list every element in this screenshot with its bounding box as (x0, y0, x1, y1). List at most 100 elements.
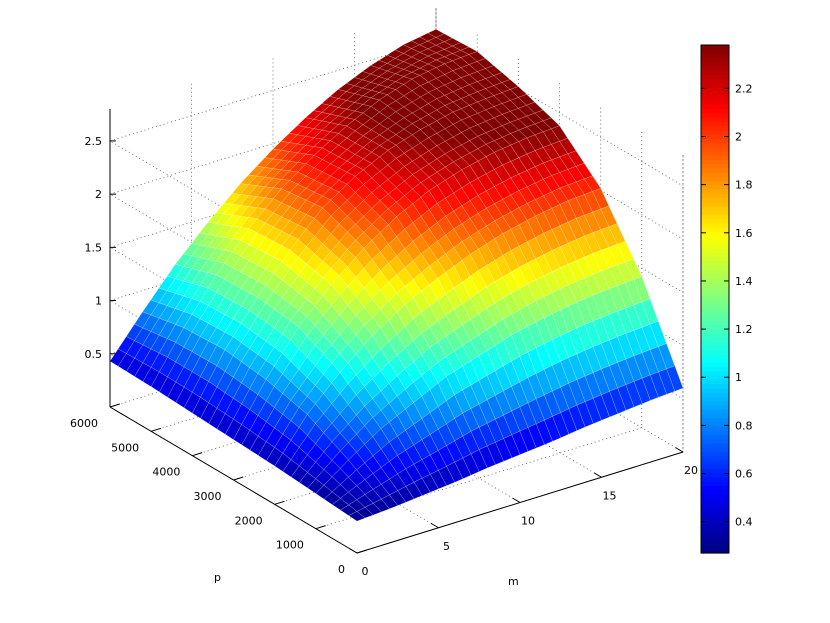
colorbar-segment (701, 299, 729, 304)
surface-patch (666, 365, 684, 392)
colorbar-segment (701, 536, 729, 541)
colorbar-segment (701, 243, 729, 249)
colorbar-tick-label: 1.8 (735, 179, 753, 192)
colorbar-segment (701, 506, 729, 512)
colorbar-segment (701, 188, 729, 194)
colorbar-tick-label: 1.4 (735, 275, 753, 288)
colorbar-segment (701, 273, 729, 279)
colorbar-tick-label: 0.6 (735, 468, 753, 481)
colorbar-segment (701, 341, 729, 347)
colorbar-segment (701, 472, 729, 478)
x-tick-label: 10 (521, 515, 535, 528)
colorbar-segment (701, 78, 729, 84)
colorbar-tick-label: 1 (735, 371, 742, 384)
colorbar-segment (701, 163, 729, 169)
colorbar-segment (701, 248, 729, 254)
colorbar-segment (701, 413, 729, 419)
colorbar-segment (701, 142, 729, 148)
colorbar-segment (701, 49, 729, 55)
y-tick-mark (233, 476, 244, 481)
colorbar-segment (701, 358, 729, 364)
colorbar-segment (701, 180, 729, 186)
colorbar-segment (701, 459, 729, 465)
grid-line (109, 39, 684, 187)
colorbar-segment (701, 294, 729, 300)
colorbar-segment (701, 231, 729, 237)
x-tick-mark (512, 497, 521, 503)
colorbar-segment (701, 502, 729, 508)
y-tick-mark (315, 525, 326, 530)
colorbar-segment (701, 514, 729, 520)
y-tick-mark (274, 500, 285, 505)
colorbar-segment (701, 417, 729, 423)
y-tick-label: 4000 (152, 466, 180, 479)
y-tick-label: 2000 (235, 514, 263, 527)
x-tick-label: 15 (603, 489, 617, 502)
colorbar-tick-label: 1.2 (735, 323, 753, 336)
colorbar-segment (701, 396, 729, 402)
y-tick-mark (151, 427, 162, 432)
colorbar-tick-label: 2 (735, 130, 742, 143)
colorbar-segment (701, 104, 729, 110)
colorbar-segment (701, 370, 729, 376)
colorbar-tick-label: 2.2 (735, 82, 753, 95)
colorbar-segment (701, 315, 729, 321)
colorbar-segment (701, 510, 729, 516)
colorbar-segment (701, 210, 729, 215)
colorbar-segment (701, 121, 729, 127)
colorbar-segment (701, 260, 729, 266)
colorbar-segment (701, 349, 729, 355)
colorbar-segment (701, 112, 729, 118)
colorbar-segment (701, 138, 729, 143)
colorbar-tick-label: 0.8 (735, 419, 753, 432)
colorbar-segment (701, 74, 729, 80)
colorbar-segment (701, 421, 729, 427)
colorbar-segment (701, 133, 729, 139)
colorbar-segment (701, 337, 729, 342)
colorbar-segment (701, 91, 729, 97)
z-tick-label: 1.5 (85, 241, 103, 254)
colorbar-segment (701, 239, 729, 245)
colorbar-segment (701, 332, 729, 338)
colorbar-segment (701, 53, 729, 59)
colorbar-segment (701, 464, 729, 469)
colorbar-segment (701, 455, 729, 461)
colorbar-segment (701, 354, 729, 359)
colorbar-segment (701, 400, 729, 406)
y-tick-mark (109, 403, 120, 408)
colorbar-segment (701, 519, 729, 524)
colorbar-segment (701, 426, 729, 431)
colorbar-segment (701, 320, 729, 325)
colorbar-segment (701, 227, 729, 232)
colorbar-segment (701, 489, 729, 495)
z-tick-label: 2 (95, 188, 102, 201)
colorbar-segment (701, 125, 729, 131)
x-tick-mark (430, 522, 439, 529)
colorbar-segment (701, 481, 729, 486)
colorbar-segment (701, 269, 729, 275)
colorbar: 0.4 0.6 0.8 1 1.2 1.4 1.6 1.8 2 2.2 (700, 44, 753, 554)
colorbar-segment (701, 159, 729, 165)
colorbar-segment (701, 286, 729, 292)
colorbar-segment (701, 290, 729, 296)
x-tick-mark (675, 447, 684, 453)
colorbar-segment (701, 66, 729, 71)
colorbar-segment (701, 366, 729, 372)
colorbar-segment (701, 540, 729, 546)
colorbar-segment (701, 108, 729, 114)
colorbar-segment (701, 404, 729, 410)
colorbar-segment (701, 205, 729, 211)
x-tick-label: 5 (443, 540, 450, 553)
colorbar-segment (701, 375, 729, 381)
x-axis-label: m (508, 575, 519, 588)
colorbar-segment (701, 150, 729, 156)
colorbar-segment (701, 468, 729, 474)
colorbar-segment (701, 61, 729, 67)
colorbar-segment (701, 307, 729, 313)
colorbar-segment (701, 328, 729, 334)
colorbar-segment (701, 409, 729, 414)
y-axis-label: p (214, 571, 221, 584)
y-tick-label: 3000 (194, 490, 222, 503)
colorbar-segment (701, 383, 729, 389)
colorbar-segment (701, 129, 729, 135)
